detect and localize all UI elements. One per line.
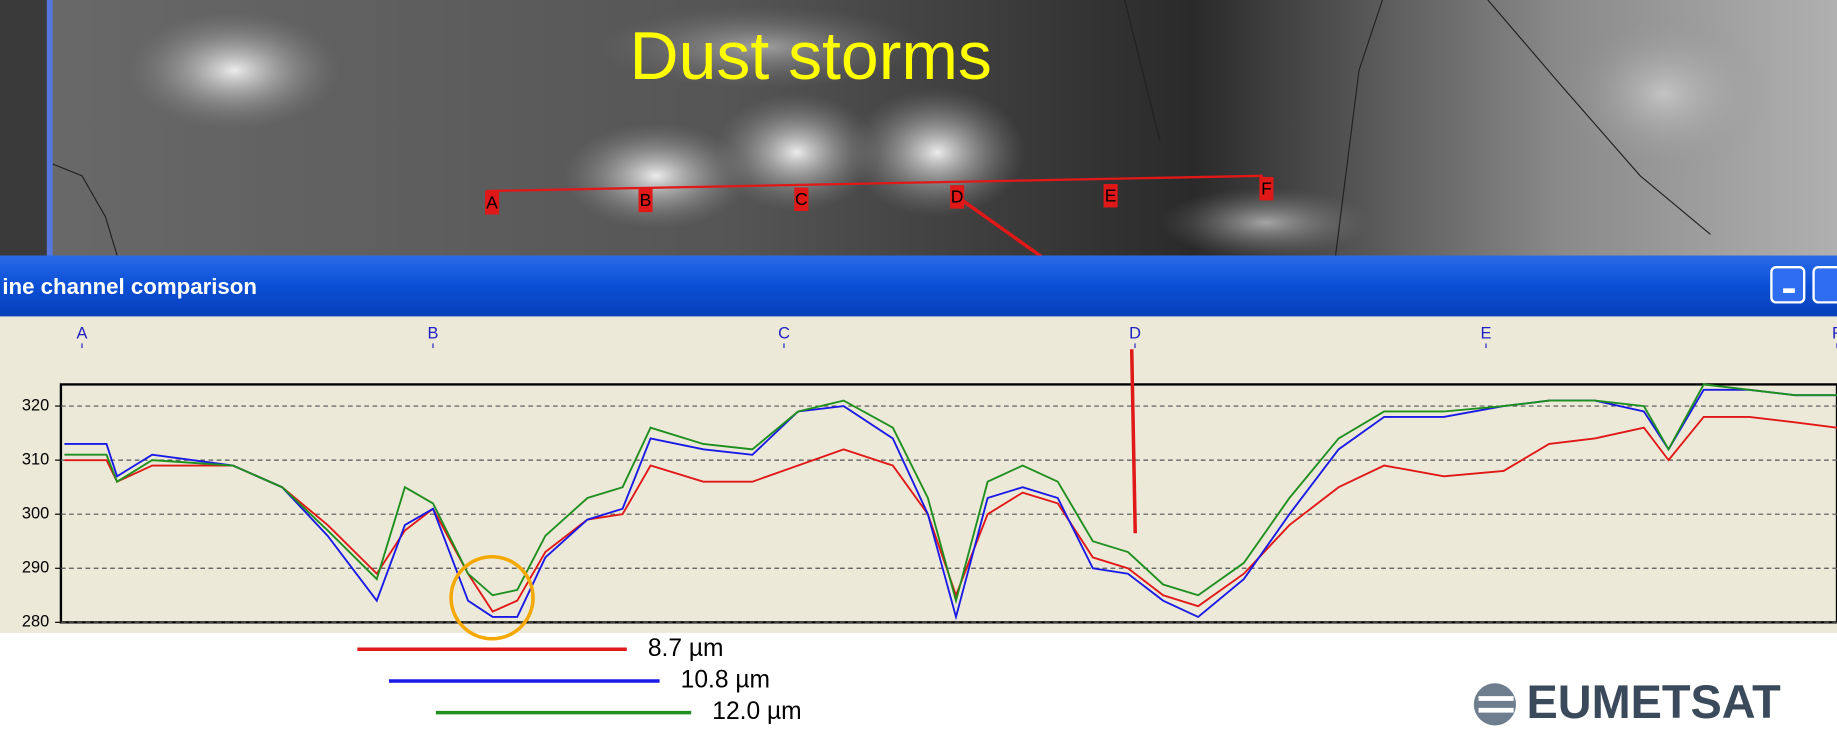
y-tick-label: 310 [22, 450, 49, 468]
legend-label: 10.8 µm [681, 666, 770, 693]
legend-label: 12.0 µm [712, 698, 801, 725]
x-tick-label: D [1129, 324, 1141, 342]
x-tick-label: B [428, 324, 439, 342]
slide: Dust storms A B C D E F ine channel compariso… [0, 0, 1837, 729]
track-marker-label: B [640, 190, 652, 210]
y-tick-label: 290 [22, 559, 49, 577]
page: {"slide_title": "Dust storms", "track_la… [0, 0, 1837, 729]
window-title-bar [0, 256, 1837, 317]
track-marker-label: D [951, 187, 964, 207]
track-marker-label: A [486, 193, 498, 213]
logo-text: EUMETSAT [1527, 676, 1782, 728]
y-tick-label: 280 [22, 613, 49, 631]
x-tick-label: C [778, 324, 790, 342]
maximize-button[interactable] [1814, 267, 1837, 302]
window-title: ine channel comparison [2, 274, 257, 299]
x-tick-label: F [1832, 324, 1837, 342]
legend: 8.7 µm 10.8 µm 12.0 µm [357, 635, 801, 725]
slide-title: Dust storms [630, 18, 992, 94]
legend-label: 8.7 µm [648, 635, 724, 662]
track-marker-label: F [1261, 179, 1272, 199]
y-tick-label: 320 [22, 396, 49, 414]
plot-area [61, 384, 1837, 622]
track-marker-label: C [795, 189, 808, 209]
track-marker-label: E [1105, 186, 1117, 206]
logo [1474, 683, 1516, 725]
y-tick-label: 300 [22, 505, 49, 523]
x-tick-label: A [77, 324, 88, 342]
x-tick-label: E [1481, 324, 1492, 342]
minimize-button[interactable] [1771, 267, 1804, 302]
